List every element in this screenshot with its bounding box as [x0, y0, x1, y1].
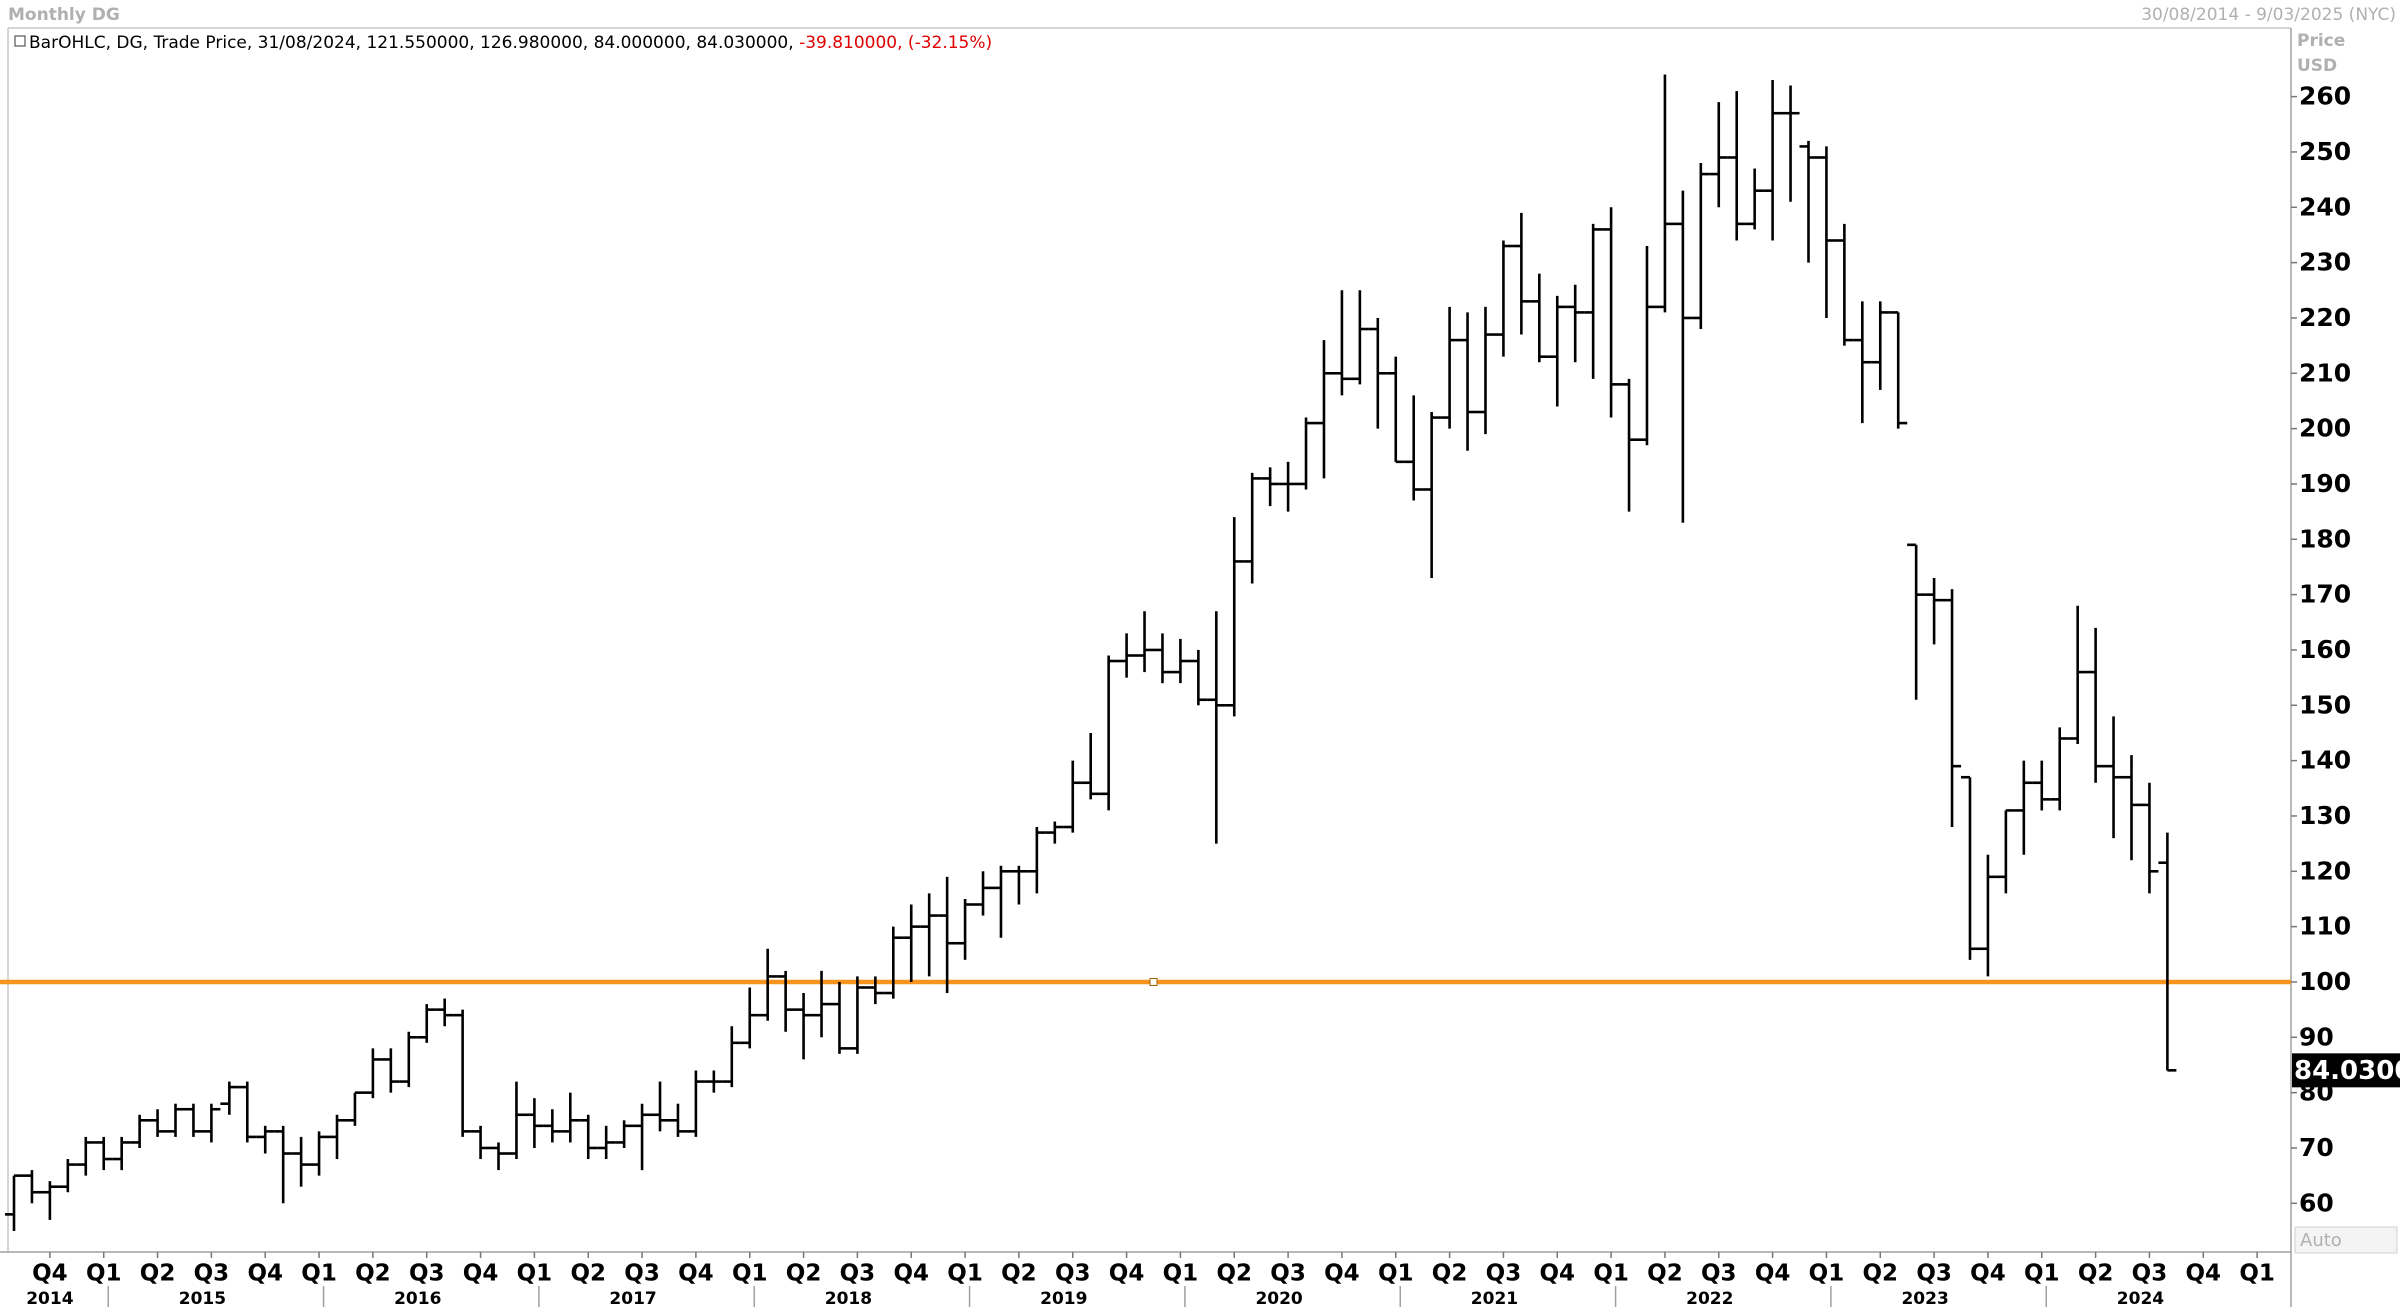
x-tick-label: Q2	[570, 1261, 606, 1287]
x-tick-label: Q1	[517, 1261, 553, 1287]
date-range: 30/08/2014 - 9/03/2025 (NYC)	[2141, 5, 2396, 25]
x-tick-label: Q1	[86, 1261, 122, 1287]
y-tick-label: 200	[2299, 414, 2351, 443]
year-label: 2020	[1255, 1289, 1302, 1307]
x-tick-label: Q2	[1216, 1261, 1252, 1287]
year-label: 2015	[179, 1289, 226, 1307]
x-tick-label: Q3	[1055, 1261, 1091, 1287]
x-tick-label: Q1	[1163, 1261, 1199, 1287]
x-tick-label: Q1	[1593, 1261, 1629, 1287]
y-tick-label: 230	[2299, 248, 2351, 277]
x-tick-label: Q4	[1324, 1261, 1360, 1287]
legend-icon[interactable]	[14, 35, 26, 47]
x-tick-label: Q4	[1970, 1261, 2006, 1287]
x-tick-label: Q3	[2132, 1261, 2168, 1287]
auto-button-label[interactable]: Auto	[2300, 1230, 2342, 1251]
x-tick-label: Q2	[1001, 1261, 1037, 1287]
x-tick-label: Q3	[1486, 1261, 1522, 1287]
x-tick-label: Q1	[947, 1261, 983, 1287]
x-tick-label: Q2	[2078, 1261, 2114, 1287]
legend-text: BarOHLC, DG, Trade Price, 31/08/2024, 12…	[29, 33, 794, 53]
y-tick-label: 110	[2299, 912, 2351, 941]
year-label: 2023	[1901, 1289, 1948, 1307]
year-label: 2022	[1686, 1289, 1733, 1307]
x-tick-label: Q1	[2024, 1261, 2060, 1287]
x-tick-label: Q1	[301, 1261, 337, 1287]
x-tick-label: Q3	[1270, 1261, 1306, 1287]
y-tick-label: 60	[2299, 1188, 2334, 1217]
year-label: 2021	[1471, 1289, 1518, 1307]
y-axis-unit: USD	[2297, 56, 2337, 76]
x-tick-label: Q4	[1755, 1261, 1791, 1287]
reference-handle	[1149, 977, 1158, 986]
x-tick-label: Q2	[1432, 1261, 1468, 1287]
x-tick-label: Q4	[463, 1261, 499, 1287]
y-tick-label: 70	[2299, 1133, 2334, 1162]
year-label: 2024	[2117, 1289, 2164, 1307]
y-tick-label: 240	[2299, 192, 2351, 221]
y-tick-label: 250	[2299, 137, 2351, 166]
legend-change: -39.810000, (-32.15%)	[799, 33, 992, 53]
x-tick-label: Q1	[1378, 1261, 1414, 1287]
year-label: 2017	[609, 1289, 656, 1307]
auto-button[interactable]	[2294, 1226, 2398, 1254]
y-tick-label: 220	[2299, 303, 2351, 332]
y-tick-label: 100	[2299, 967, 2351, 996]
y-tick-label: 160	[2299, 635, 2351, 664]
x-tick-label: Q2	[1647, 1261, 1683, 1287]
year-label: 2018	[825, 1289, 872, 1307]
x-tick-label: Q3	[194, 1261, 230, 1287]
x-tick-label: Q3	[1916, 1261, 1952, 1287]
x-tick-label: Q4	[247, 1261, 283, 1287]
x-tick-label: Q4	[678, 1261, 714, 1287]
year-label: 2016	[394, 1289, 441, 1307]
y-tick-label: 130	[2299, 801, 2351, 830]
y-tick-label: 120	[2299, 856, 2351, 885]
x-tick-label: Q4	[32, 1261, 68, 1287]
x-tick-label: Q2	[786, 1261, 822, 1287]
y-axis-label: Price	[2297, 31, 2345, 51]
legend: BarOHLC, DG, Trade Price, 31/08/2024, 12…	[29, 33, 992, 53]
x-tick-label: Q4	[1539, 1261, 1575, 1287]
y-tick-label: 140	[2299, 746, 2351, 775]
year-label: 2019	[1040, 1289, 1087, 1307]
y-tick-label: 210	[2299, 358, 2351, 387]
year-label: 2014	[26, 1289, 73, 1307]
x-tick-label: Q4	[2185, 1261, 2221, 1287]
y-tick-label: 170	[2299, 580, 2351, 609]
y-tick-label: 90	[2299, 1022, 2334, 1051]
x-tick-label: Q1	[732, 1261, 768, 1287]
x-tick-label: Q2	[140, 1261, 176, 1287]
last-value-box	[2292, 1053, 2400, 1088]
y-tick-label: 260	[2299, 82, 2351, 111]
x-tick-label: Q3	[1701, 1261, 1737, 1287]
x-tick-label: Q1	[1809, 1261, 1845, 1287]
x-tick-label: Q3	[409, 1261, 445, 1287]
x-tick-label: Q2	[355, 1261, 391, 1287]
y-tick-label: 150	[2299, 690, 2351, 719]
chart-title: Monthly DG	[8, 5, 120, 25]
y-tick-label: 190	[2299, 469, 2351, 498]
x-tick-label: Q4	[1109, 1261, 1145, 1287]
x-tick-label: Q3	[624, 1261, 660, 1287]
x-tick-label: Q3	[840, 1261, 876, 1287]
x-tick-label: Q2	[1862, 1261, 1898, 1287]
x-tick-label: Q1	[2239, 1261, 2275, 1287]
y-tick-label: 180	[2299, 524, 2351, 553]
last-value-label: 84.0300	[2294, 1056, 2400, 1086]
x-tick-label: Q4	[893, 1261, 929, 1287]
